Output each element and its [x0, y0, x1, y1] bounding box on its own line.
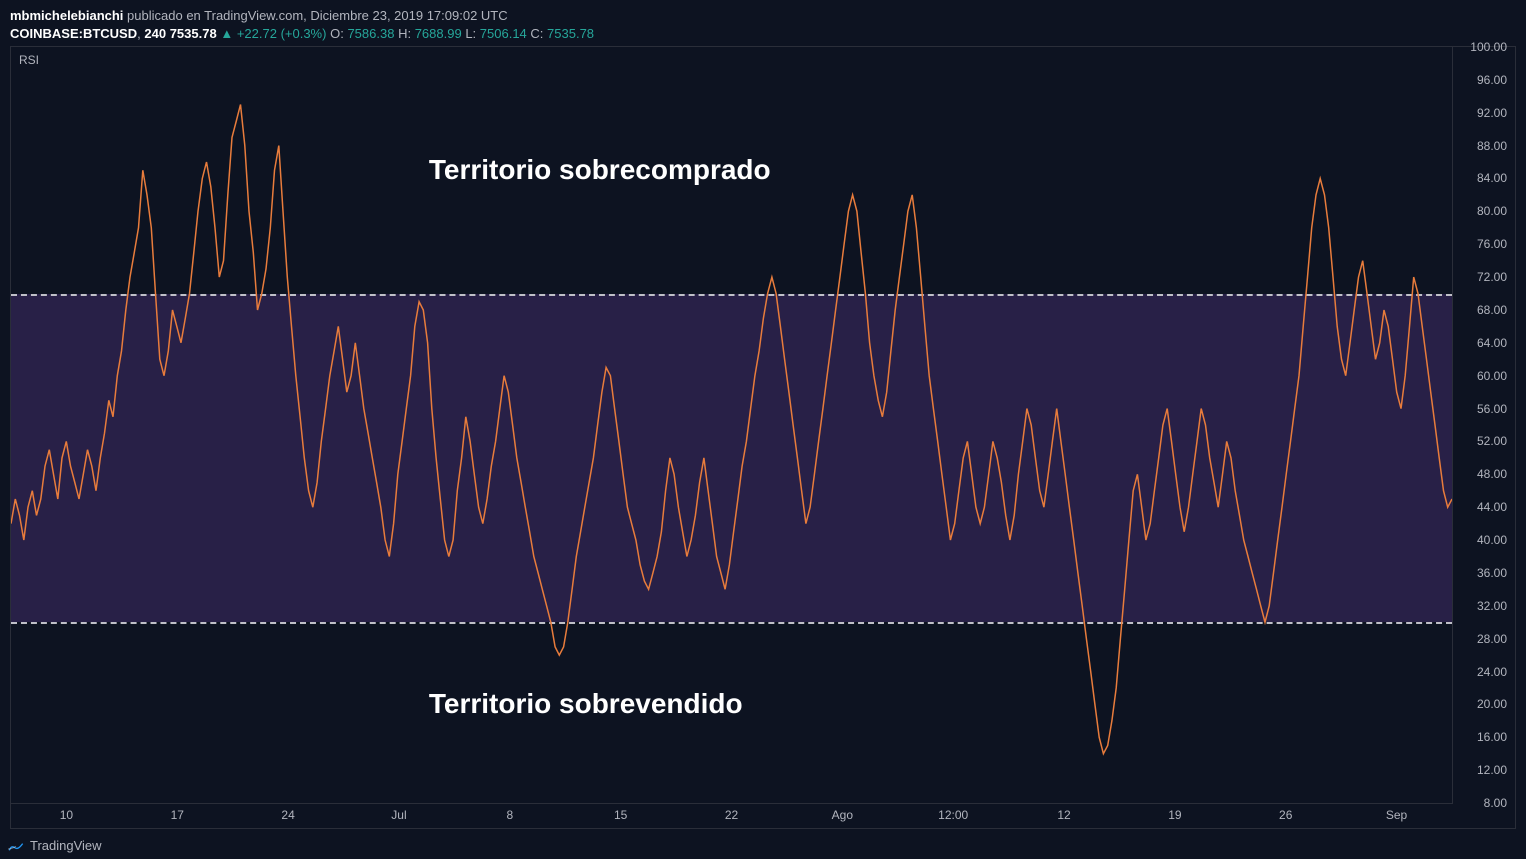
x-tick-label: Ago — [832, 808, 853, 822]
y-tick-label: 28.00 — [1477, 632, 1507, 646]
y-tick-label: 40.00 — [1477, 533, 1507, 547]
y-tick-label: 16.00 — [1477, 730, 1507, 744]
rsi-plot-area[interactable]: RSI Territorio sobrecomprado Territorio … — [11, 47, 1453, 804]
y-tick-label: 60.00 — [1477, 369, 1507, 383]
publish-info: mbmichelebianchi publicado en TradingVie… — [10, 8, 1516, 23]
y-tick-label: 24.00 — [1477, 665, 1507, 679]
x-tick-label: 12 — [1057, 808, 1070, 822]
change-abs: +22.72 — [237, 26, 277, 41]
up-arrow-icon: ▲ — [220, 26, 233, 41]
c-val: 7535.78 — [547, 26, 594, 41]
x-tick-label: Sep — [1386, 808, 1407, 822]
y-tick-label: 36.00 — [1477, 566, 1507, 580]
x-tick-label: 19 — [1168, 808, 1181, 822]
x-tick-label: 24 — [281, 808, 294, 822]
symbol: COINBASE:BTCUSD — [10, 26, 137, 41]
brand-text: TradingView — [30, 838, 102, 853]
y-tick-label: 20.00 — [1477, 697, 1507, 711]
o-label: O: — [330, 26, 344, 41]
y-tick-label: 8.00 — [1484, 796, 1507, 810]
chart-container: RSI Territorio sobrecomprado Territorio … — [10, 46, 1516, 829]
rsi-line-chart — [11, 47, 1452, 803]
x-tick-label: 15 — [614, 808, 627, 822]
y-tick-label: 44.00 — [1477, 500, 1507, 514]
chart-header: mbmichelebianchi publicado en TradingVie… — [0, 0, 1526, 45]
x-tick-label: 22 — [725, 808, 738, 822]
c-label: C: — [530, 26, 543, 41]
published-text: publicado en TradingView.com, Diciembre … — [127, 8, 508, 23]
y-tick-label: 96.00 — [1477, 73, 1507, 87]
x-tick-label: 12:00 — [938, 808, 968, 822]
timeframe: 240 — [144, 26, 166, 41]
y-axis: 100.0096.0092.0088.0084.0080.0076.0072.0… — [1453, 47, 1515, 804]
y-tick-label: 56.00 — [1477, 402, 1507, 416]
tradingview-logo-icon — [8, 840, 24, 852]
x-tick-label: 8 — [506, 808, 513, 822]
h-label: H: — [398, 26, 411, 41]
o-val: 7586.38 — [347, 26, 394, 41]
y-tick-label: 72.00 — [1477, 270, 1507, 284]
l-val: 7506.14 — [480, 26, 527, 41]
y-tick-label: 32.00 — [1477, 599, 1507, 613]
x-tick-label: 10 — [60, 808, 73, 822]
y-tick-label: 64.00 — [1477, 336, 1507, 350]
y-tick-label: 80.00 — [1477, 204, 1507, 218]
change-pct: (+0.3%) — [281, 26, 327, 41]
x-axis: 10 17 24 Jul 8 15 22 Ago 12:00 12 19 26 Sep — [11, 804, 1453, 828]
last-price: 7535.78 — [170, 26, 217, 41]
y-tick-label: 84.00 — [1477, 171, 1507, 185]
y-tick-label: 48.00 — [1477, 467, 1507, 481]
symbol-info: COINBASE:BTCUSD, 240 7535.78 ▲ +22.72 (+… — [10, 26, 1516, 41]
tradingview-watermark[interactable]: TradingView — [8, 838, 102, 853]
y-tick-label: 92.00 — [1477, 106, 1507, 120]
indicator-label: RSI — [19, 53, 39, 67]
y-tick-label: 76.00 — [1477, 237, 1507, 251]
x-tick-label: 17 — [171, 808, 184, 822]
h-val: 7688.99 — [415, 26, 462, 41]
username: mbmichelebianchi — [10, 8, 123, 23]
y-tick-label: 12.00 — [1477, 763, 1507, 777]
l-label: L: — [465, 26, 476, 41]
x-tick-label: 26 — [1279, 808, 1292, 822]
y-tick-label: 52.00 — [1477, 434, 1507, 448]
y-tick-label: 68.00 — [1477, 303, 1507, 317]
y-tick-label: 88.00 — [1477, 139, 1507, 153]
x-tick-label: Jul — [391, 808, 406, 822]
